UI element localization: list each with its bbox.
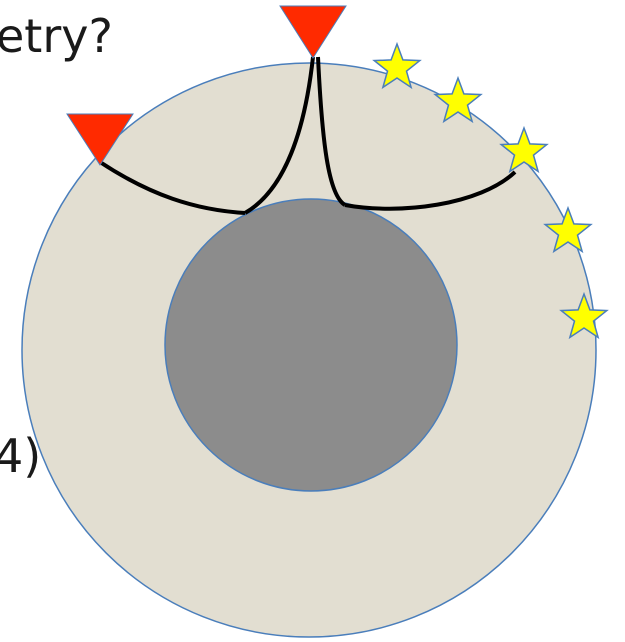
ray-path (344, 170, 517, 211)
event-star (372, 41, 422, 90)
ray-path (316, 56, 347, 207)
event-star (543, 205, 593, 254)
core (164, 198, 458, 492)
event-star (499, 125, 549, 174)
ray-paths (98, 56, 517, 215)
ray-path (98, 160, 246, 215)
event-star (433, 75, 483, 124)
station (66, 113, 134, 166)
station (279, 5, 347, 59)
ray-path (244, 56, 315, 215)
event-star (559, 291, 609, 340)
events (372, 41, 609, 340)
body-fragment: 4) (0, 429, 41, 483)
title-fragment: etry? (0, 9, 113, 63)
